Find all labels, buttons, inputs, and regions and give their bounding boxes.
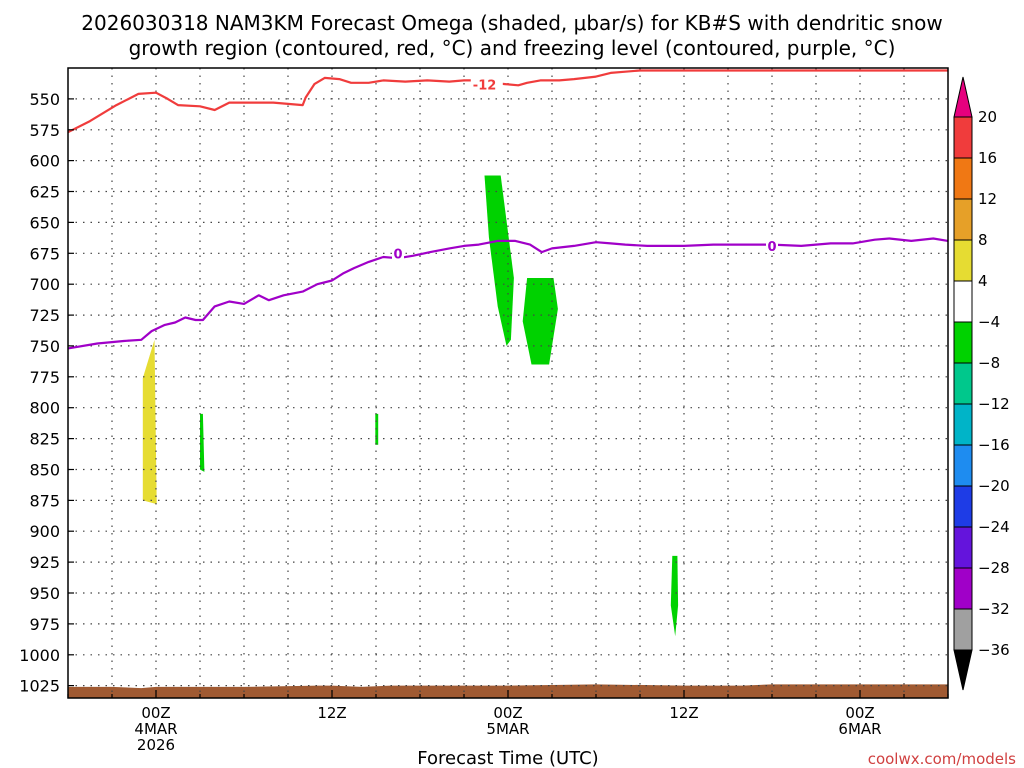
colorbar-bottom-arrow	[953, 649, 973, 691]
colorbar-tick-label-9: −20	[978, 477, 1010, 495]
omega-region-green-b	[200, 413, 205, 472]
dgz-contour-label-group: -12	[470, 76, 503, 94]
colorbar-bin--12-to--16	[953, 403, 973, 446]
y-tick-label-750: 750	[29, 337, 60, 356]
colorbar-tick-label-1: 16	[978, 149, 997, 167]
colorbar-bin-8-to-4	[953, 239, 973, 282]
dgz-contour-label: -12	[473, 79, 497, 94]
omega-region-green-e	[522, 278, 558, 365]
grid-layer	[68, 68, 948, 698]
freezing-level-label: 0	[767, 240, 776, 255]
dgz-contour-line	[67, 69, 948, 134]
x-tick-label-24-0: 00Z	[493, 704, 522, 722]
x-tick-label-0-2: 2026	[137, 736, 175, 754]
omega-region-upward-yellow-a	[142, 339, 157, 505]
y-tick-label-825: 825	[29, 430, 60, 449]
omega-shading-layer	[142, 175, 679, 637]
dgz-label-bg	[470, 76, 503, 93]
colorbar: 20 16 12 8 4 −4 −8 −12 −16 −20 −24 −28 −32 −36	[953, 76, 1010, 691]
colorbar-bin-4-to--4	[953, 280, 973, 323]
omega-region-green-f	[670, 555, 679, 637]
x-tick-label-0-1: 4MAR	[134, 720, 177, 738]
colorbar-bin-16-to-12	[953, 157, 973, 200]
y-tick-label-650: 650	[29, 213, 60, 232]
chart-title-line-1: 2026030318 NAM3KM Forecast Omega (shaded…	[81, 11, 942, 35]
colorbar-tick-label-3: 8	[978, 231, 988, 249]
y-axis-ticks: 550 575 600 625 650 675 700 725 750 775 800 825 850 8…	[19, 90, 74, 696]
x-tick-label-0-0: 00Z	[141, 704, 170, 722]
colorbar-bin--8-to--12	[953, 362, 973, 405]
y-tick-label-725: 725	[29, 306, 60, 325]
colorbar-tick-label-12: −32	[978, 600, 1010, 618]
freezing-level-label-group-1: 0	[766, 238, 778, 255]
y-tick-label-600: 600	[29, 152, 60, 171]
colorbar-tick-label-13: −36	[978, 641, 1010, 659]
x-axis-label: Forecast Time (UTC)	[417, 748, 598, 768]
freezing-level-label-group-0: 0	[392, 245, 404, 263]
colorbar-top-arrow	[953, 76, 973, 118]
y-tick-label-800: 800	[29, 399, 60, 418]
y-tick-label-1000: 1000	[19, 646, 60, 665]
plot-area: -12 0 0	[67, 67, 949, 699]
colorbar-tick-label-2: 12	[978, 190, 997, 208]
colorbar-bin-12-to-8	[953, 198, 973, 241]
y-tick-label-1025: 1025	[19, 677, 60, 696]
x-tick-label-24-1: 5MAR	[486, 720, 529, 738]
y-tick-label-625: 625	[29, 183, 60, 202]
freezing-level-label-bg	[766, 238, 778, 254]
colorbar-tick-label-5: −4	[978, 313, 1000, 331]
colorbar-tick-label-11: −28	[978, 559, 1010, 577]
y-tick-label-775: 775	[29, 368, 60, 387]
colorbar-tick-label-7: −12	[978, 395, 1010, 413]
colorbar-tick-label-6: −8	[978, 354, 1000, 372]
freezing-level-label-bg	[392, 245, 404, 261]
y-tick-label-875: 875	[29, 491, 60, 510]
x-tick-label-12-0: 12Z	[317, 704, 346, 722]
y-tick-label-950: 950	[29, 584, 60, 603]
y-tick-label-925: 925	[29, 553, 60, 572]
y-tick-label-675: 675	[29, 244, 60, 263]
colorbar-bin--16-to--20	[953, 444, 973, 487]
y-tick-label-575: 575	[29, 121, 60, 140]
credit-text: coolwx.com/models	[868, 750, 1016, 768]
colorbar-tick-label-4: 4	[978, 272, 988, 290]
omega-region-green-d	[484, 175, 514, 346]
x-tick-label-48-1: 6MAR	[838, 720, 881, 738]
y-tick-label-850: 850	[29, 461, 60, 480]
y-tick-label-900: 900	[29, 522, 60, 541]
colorbar-bin--4-to--8	[953, 321, 973, 364]
colorbar-tick-label-10: −24	[978, 518, 1010, 536]
contour-layer: -12 0 0	[67, 69, 949, 350]
colorbar-tick-label-0: 20	[978, 108, 997, 126]
colorbar-bin--28-to--32	[953, 567, 973, 610]
colorbar-bin--24-to--28	[953, 526, 973, 569]
colorbar-bin--20-to--24	[953, 485, 973, 528]
y-tick-label-975: 975	[29, 615, 60, 634]
colorbar-bin--32-to--36	[953, 608, 973, 651]
colorbar-bin-20-to-16	[953, 116, 973, 159]
x-tick-label-36-0: 12Z	[669, 704, 698, 722]
colorbar-tick-label-8: −16	[978, 436, 1010, 454]
chart-title-line-2: growth region (contoured, red, °C) and f…	[129, 36, 896, 60]
y-tick-label-550: 550	[29, 90, 60, 109]
freezing-level-contour-line	[67, 237, 949, 350]
x-tick-label-48-0: 00Z	[845, 704, 874, 722]
freezing-level-label: 0	[393, 248, 402, 263]
y-tick-label-700: 700	[29, 275, 60, 294]
